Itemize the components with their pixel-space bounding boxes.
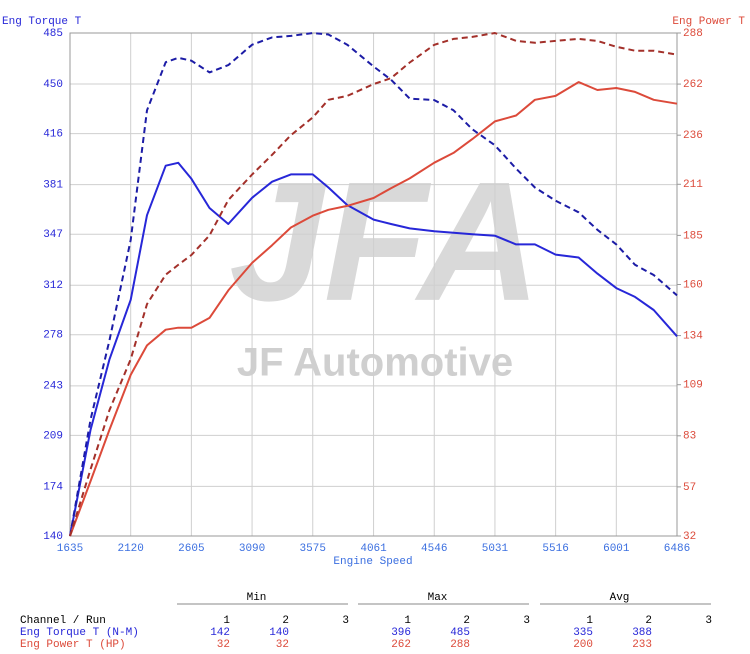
table-cell: 396 [391,627,411,639]
table-header: Channel / Run [20,615,106,627]
series-line [69,161,678,537]
y2-tick-label: 134 [683,330,703,342]
y2-tick-label: 109 [683,380,703,392]
table-cell: 142 [210,627,230,639]
table-cell: 200 [573,639,593,651]
x-tick-label: 3575 [300,543,326,555]
y-tick-label: 140 [43,531,63,543]
y-tick-label: 381 [43,180,63,192]
y2-tick-label: 32 [683,531,696,543]
table-cell: 335 [573,627,593,639]
y-tick-label: 209 [43,430,63,442]
y2-tick-label: 57 [683,482,696,494]
table-group-header: Max [428,592,448,604]
table-cell: 288 [450,639,470,651]
series-line [69,32,678,537]
x-tick-label: 5516 [542,543,568,555]
table-cell: 32 [276,639,289,651]
x-tick-label: 2120 [117,543,143,555]
y2-tick-label: 262 [683,79,703,91]
y2-tick-label: 185 [683,230,703,242]
y-axis-title: Eng Torque T [2,16,82,28]
table-channel: Eng Torque T (N-M) [20,627,139,639]
x-tick-label: 4061 [360,543,387,555]
table-run-label: 3 [342,615,349,627]
x-tick-label: 3090 [239,543,265,555]
series-line [69,81,678,537]
table-run-label: 1 [223,615,230,627]
y2-tick-label: 236 [683,130,703,142]
table-run-label: 1 [404,615,411,627]
y-tick-label: 243 [43,381,63,393]
table-run-label: 1 [586,615,593,627]
x-tick-label: 4546 [421,543,447,555]
table-channel: Eng Power T (HP) [20,639,126,651]
table-group-header: Min [247,592,267,604]
x-tick-label: 6486 [664,543,690,555]
table-run-label: 2 [282,615,289,627]
x-tick-label: 5031 [482,543,509,555]
x-tick-label: 6001 [603,543,630,555]
y-tick-label: 450 [43,79,63,91]
plot-frame [69,32,678,537]
table-cell: 262 [391,639,411,651]
table-cell: 140 [269,627,289,639]
table-run-label: 3 [705,615,712,627]
y2-tick-label: 83 [683,431,696,443]
y-tick-label: 174 [43,481,63,493]
table-cell: 32 [217,639,230,651]
watermark-text: JF Automotive [237,341,513,385]
y-tick-label: 485 [43,28,63,40]
x-tick-label: 1635 [57,543,83,555]
x-axis-title: Engine Speed [333,556,412,568]
table-cell: 388 [632,627,652,639]
table-group-header: Avg [610,592,630,604]
table-cell: 233 [632,639,652,651]
x-tick-label: 2605 [178,543,204,555]
table-run-label: 3 [523,615,530,627]
y2-axis-title: Eng Power T [672,16,745,28]
table-cell: 485 [450,627,470,639]
table-run-label: 2 [463,615,470,627]
table-run-label: 2 [645,615,652,627]
y2-tick-label: 160 [683,279,703,291]
y2-tick-label: 211 [683,179,703,191]
y-tick-label: 312 [43,280,63,292]
y-tick-label: 347 [43,229,63,241]
series-line [69,32,678,537]
y2-tick-label: 288 [683,28,703,40]
y-tick-label: 416 [43,129,63,141]
y-tick-label: 278 [43,330,63,342]
